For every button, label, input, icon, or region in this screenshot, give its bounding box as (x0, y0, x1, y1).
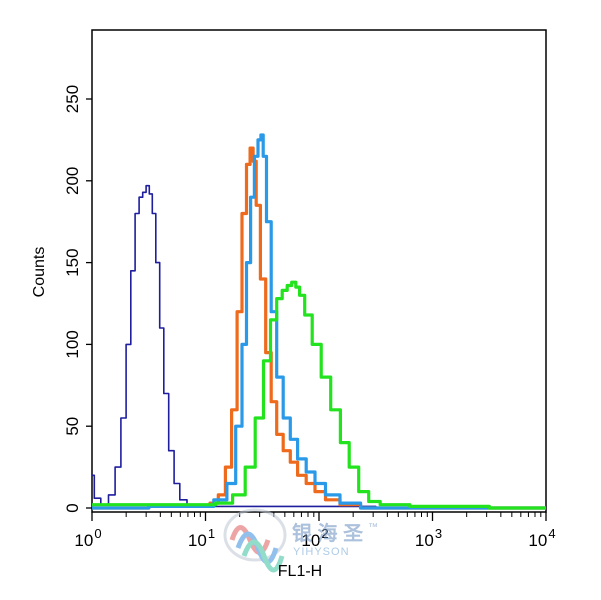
watermark-brand-en: YIHYSON (293, 546, 350, 558)
series-line-3 (92, 133, 546, 510)
watermark-trademark: ™ (368, 522, 378, 533)
x-tick-label: 103 (415, 526, 442, 550)
y-tick-label: 50 (63, 417, 82, 436)
x-tick-label: 100 (74, 526, 101, 550)
series-layer (92, 133, 546, 510)
logo-stroke (241, 539, 285, 573)
series-line-4 (92, 280, 546, 510)
y-tick-label: 100 (63, 330, 82, 358)
y-tick-label: 200 (63, 167, 82, 195)
watermark-brand-cn: 银 海 圣 (292, 521, 364, 545)
y-axis-title: Counts (31, 247, 48, 298)
logo-ring (223, 508, 287, 562)
y-tick-label: 250 (63, 85, 82, 113)
y-tick-label: 0 (63, 503, 82, 512)
series-line-1 (92, 184, 546, 509)
x-tick-label: 104 (528, 526, 555, 550)
x-tick-label: 101 (188, 526, 215, 550)
y-axis-ticks: 0 50 100 150 200 250 (63, 85, 92, 513)
x-axis-title: FL1-H (278, 563, 322, 580)
y-tick-label: 150 (63, 248, 82, 276)
series-line-2 (92, 146, 546, 510)
watermark-logo: 银 海 圣 ™ YIHYSON (223, 508, 378, 573)
plot-area (91, 29, 547, 513)
